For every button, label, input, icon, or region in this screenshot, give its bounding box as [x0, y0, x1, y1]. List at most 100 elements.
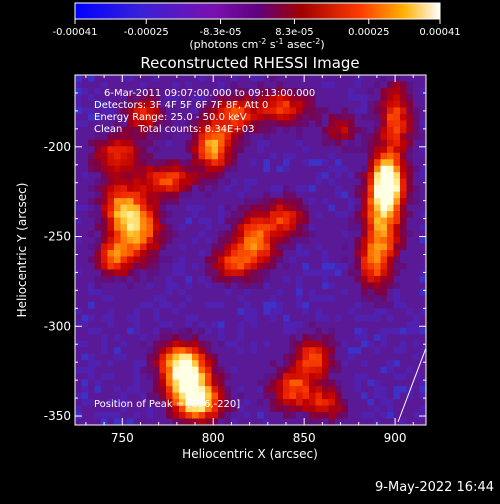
heatmap-cell: [140, 340, 148, 348]
heatmap-cell: [179, 366, 187, 374]
heatmap-cell: [231, 230, 239, 238]
heatmap-cell: [283, 230, 291, 238]
heatmap-cell: [348, 165, 356, 173]
heatmap-cell: [120, 360, 128, 368]
heatmap-cell: [120, 217, 128, 225]
heatmap-cell: [322, 379, 330, 387]
heatmap-cell: [244, 308, 252, 316]
heatmap-cell: [413, 224, 421, 232]
heatmap-cell: [179, 94, 187, 102]
heatmap-cell: [302, 204, 310, 212]
heatmap-cell: [114, 243, 122, 251]
heatmap-cell: [367, 353, 375, 361]
heatmap-cell: [348, 314, 356, 322]
heatmap-cell: [107, 256, 115, 264]
heatmap-cell: [309, 373, 317, 381]
heatmap-cell: [393, 334, 401, 342]
heatmap-cell: [263, 81, 271, 89]
heatmap-cell: [107, 191, 115, 199]
heatmap-cell: [400, 250, 408, 258]
heatmap-cell: [224, 418, 232, 425]
heatmap-cell: [400, 373, 408, 381]
heatmap-cell: [120, 152, 128, 160]
heatmap-cell: [198, 269, 206, 277]
heatmap-cell: [380, 81, 388, 89]
heatmap-cell: [107, 262, 115, 271]
heatmap-cell: [159, 269, 167, 277]
heatmap-cell: [374, 321, 382, 329]
heatmap-cell: [419, 165, 426, 173]
heatmap-cell: [367, 288, 375, 296]
heatmap-cell: [354, 172, 362, 180]
heatmap-cell: [127, 113, 135, 121]
heatmap-cell: [367, 275, 375, 284]
heatmap-cell: [380, 379, 388, 387]
heatmap-cell: [302, 308, 310, 316]
heatmap-cell: [198, 412, 206, 420]
heatmap-cell: [120, 386, 128, 394]
heatmap-cell: [114, 165, 122, 173]
heatmap-cell: [133, 399, 141, 407]
heatmap-cell: [192, 217, 200, 225]
heatmap-cell: [341, 321, 349, 329]
heatmap-cell: [192, 75, 200, 83]
heatmap-cell: [107, 250, 115, 258]
heatmap-cell: [354, 126, 362, 134]
heatmap-cell: [185, 256, 193, 264]
heatmap-cell: [328, 321, 336, 329]
heatmap-cell: [296, 379, 304, 387]
heatmap-cell: [400, 366, 408, 374]
heatmap-cell: [179, 373, 187, 381]
heatmap-cell: [172, 314, 180, 322]
heatmap-cell: [179, 360, 187, 368]
heatmap-cell: [81, 237, 89, 245]
heatmap-cell: [127, 269, 135, 277]
heatmap-cell: [328, 243, 336, 251]
heatmap-cell: [231, 308, 239, 316]
heatmap-cell: [231, 191, 239, 199]
heatmap-cell: [270, 405, 278, 413]
heatmap-cell: [218, 139, 226, 147]
heatmap-cell: [127, 100, 135, 109]
heatmap-cell: [263, 256, 271, 264]
heatmap-cell: [192, 399, 200, 407]
heatmap-cell: [341, 152, 349, 160]
heatmap-cell: [419, 243, 426, 251]
heatmap-cell: [302, 217, 310, 225]
heatmap-cell: [159, 139, 167, 147]
heatmap-cell: [75, 295, 83, 303]
heatmap-cell: [322, 373, 330, 381]
heatmap-cell: [322, 334, 330, 342]
heatmap-cell: [315, 366, 323, 374]
heatmap-cell: [94, 308, 102, 316]
heatmap-cell: [166, 81, 174, 89]
heatmap-cell: [361, 327, 369, 335]
heatmap-cell: [335, 75, 343, 83]
heatmap-cell: [224, 120, 232, 128]
heatmap-cell: [231, 321, 239, 329]
heatmap-cell: [296, 399, 304, 407]
heatmap-cell: [94, 295, 102, 303]
heatmap-cell: [250, 211, 258, 219]
heatmap-cell: [94, 412, 102, 420]
heatmap-cell: [211, 321, 219, 329]
heatmap-cell: [192, 152, 200, 160]
heatmap-cell: [172, 360, 180, 368]
heatmap-cell: [133, 165, 141, 173]
heatmap-cell: [107, 237, 115, 245]
heatmap-cell: [185, 191, 193, 199]
heatmap-cell: [374, 139, 382, 147]
heatmap-cell: [231, 334, 239, 342]
heatmap-cell: [185, 185, 193, 193]
heatmap-cell: [185, 418, 193, 425]
heatmap-cell: [179, 126, 187, 134]
heatmap-cell: [250, 269, 258, 277]
heatmap-cell: [127, 379, 135, 387]
heatmap-cell: [211, 75, 219, 83]
heatmap-cell: [250, 75, 258, 83]
heatmap-cell: [88, 165, 96, 173]
heatmap-cell: [387, 139, 395, 147]
heatmap-cell: [354, 159, 362, 167]
heatmap-cell: [198, 386, 206, 394]
heatmap-cell: [296, 191, 304, 199]
